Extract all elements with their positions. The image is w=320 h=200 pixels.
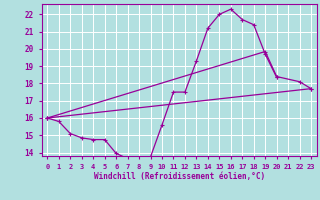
X-axis label: Windchill (Refroidissement éolien,°C): Windchill (Refroidissement éolien,°C) (94, 172, 265, 181)
